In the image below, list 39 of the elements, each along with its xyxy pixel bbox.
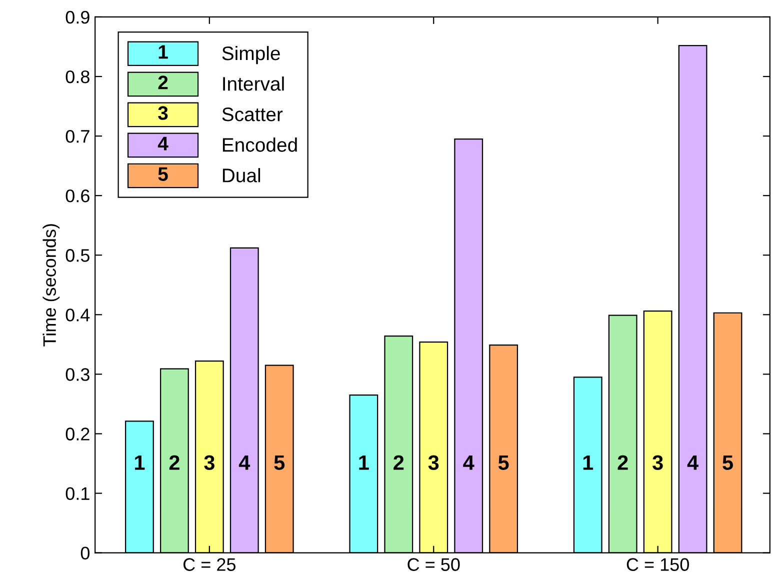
y-tick-label: 0.6 (66, 190, 90, 202)
text: 4 (687, 455, 698, 470)
legend-label: Encoded (222, 138, 297, 152)
text: 2 (394, 455, 404, 470)
text: 4 (463, 455, 474, 470)
text: 1 (359, 455, 369, 470)
text: 1 (583, 455, 594, 470)
text: 3 (158, 106, 168, 120)
annotation: 5 (274, 455, 285, 470)
text: 2 (618, 455, 628, 470)
annotation: 3 (204, 455, 214, 470)
text: 1 (158, 45, 168, 59)
legend-label: Scatter (222, 108, 283, 122)
text: 2 (158, 76, 168, 90)
text: 5 (158, 167, 168, 181)
y-tick-label: 0.7 (66, 130, 90, 143)
text: 5 (722, 455, 733, 470)
legend-label: Dual (222, 168, 260, 182)
x-tick-label: C = 50 (408, 558, 460, 571)
text: 4 (158, 136, 168, 150)
annotation: 1 (134, 455, 145, 470)
y-tick-label: 0 (80, 546, 90, 560)
text: 5 (498, 455, 509, 470)
legend-label: Simple (222, 46, 280, 64)
annotation: 4 (238, 455, 250, 470)
x-tick-label: C = 150 (626, 558, 689, 571)
annotation: 2 (169, 455, 180, 470)
y-tick-label: 0.5 (66, 249, 90, 262)
y-tick-label: 0.4 (66, 308, 90, 322)
y-tick-label: 0.2 (66, 428, 90, 440)
text: 3 (652, 455, 663, 470)
y-tick-label: 0.8 (66, 70, 90, 84)
x-tick-label: C = 25 (183, 558, 236, 571)
y-axis-title: Time (seconds) (42, 224, 60, 346)
y-tick-label: 0.3 (66, 368, 90, 381)
y-tick-label: 0.9 (66, 10, 90, 24)
y-tick-label: 0.1 (66, 487, 90, 500)
legend-label: Interval (223, 76, 284, 91)
text: 3 (428, 455, 439, 470)
